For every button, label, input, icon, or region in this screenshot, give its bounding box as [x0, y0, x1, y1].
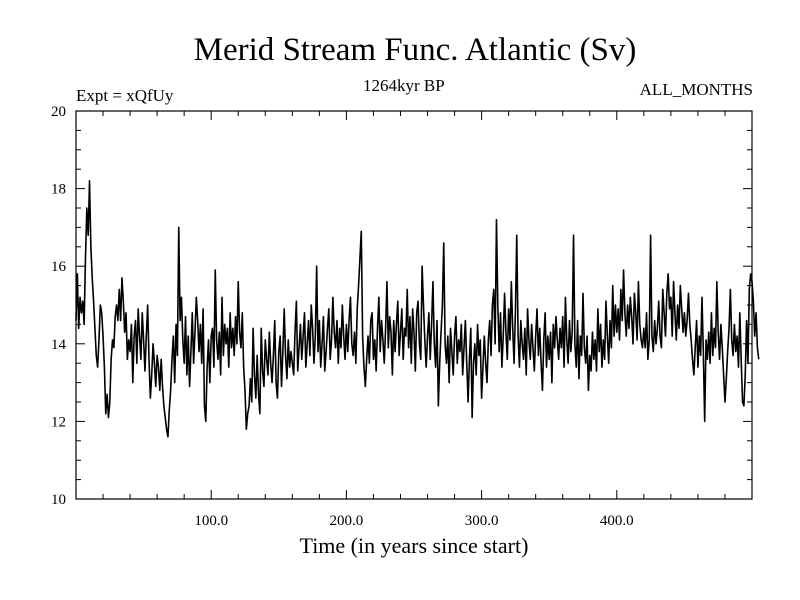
season-label: ALL_MONTHS [639, 80, 753, 99]
x-tick-label: 200.0 [330, 513, 364, 529]
x-axis-label: Time (in years since start) [299, 533, 529, 558]
x-tick-label: 100.0 [194, 513, 228, 529]
chart-title: Merid Stream Func. Atlantic (Sv) [193, 32, 637, 68]
series-line [75, 180, 760, 438]
y-tick-label: 20 [51, 104, 66, 120]
x-tick-label: 300.0 [465, 513, 499, 529]
period-label: 1264kyr BP [363, 76, 445, 95]
axis-tick-labels: 100.0 200.0 300.0 400.0 10 12 14 16 18 20 [51, 104, 634, 529]
plot-frame [75, 110, 753, 500]
y-tick-label: 16 [51, 259, 67, 275]
y-tick-label: 14 [51, 337, 67, 353]
y-tick-label: 18 [51, 182, 66, 198]
y-tick-label: 10 [51, 492, 66, 508]
experiment-label: Expt = xQfUy [76, 86, 174, 105]
x-tick-label: 400.0 [600, 513, 634, 529]
y-tick-label: 12 [51, 414, 66, 430]
